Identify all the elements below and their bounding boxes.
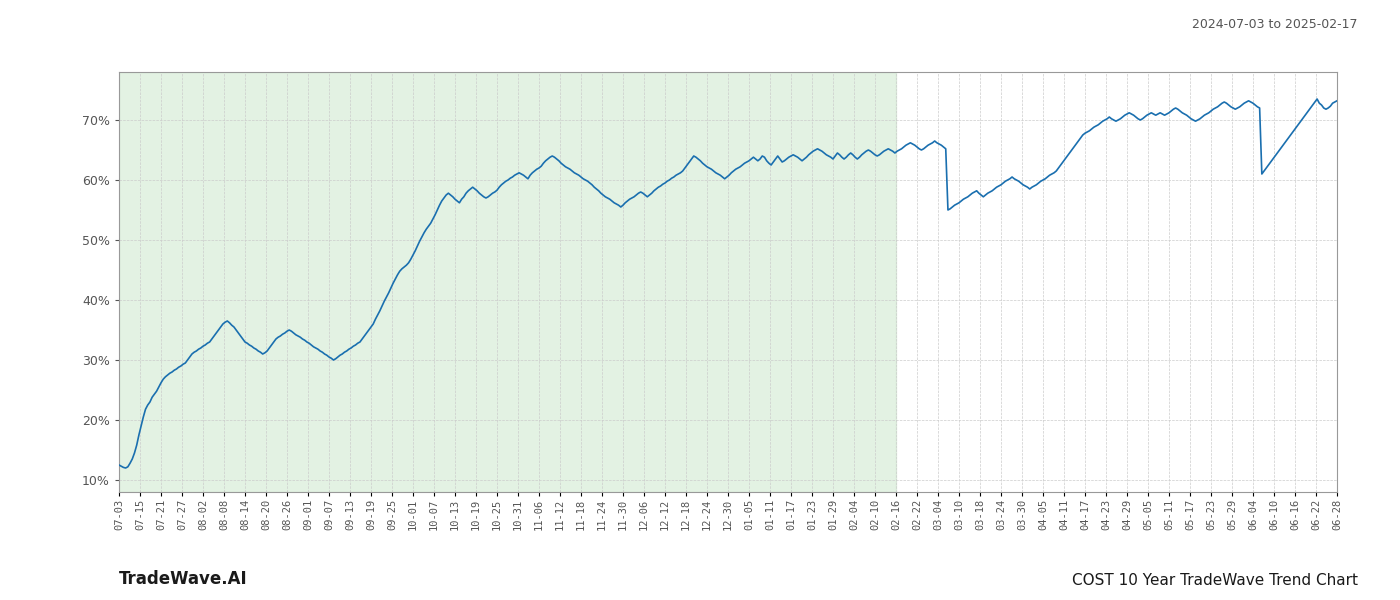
- Bar: [119, 72, 896, 492]
- Text: 2024-07-03 to 2025-02-17: 2024-07-03 to 2025-02-17: [1193, 18, 1358, 31]
- Text: TradeWave.AI: TradeWave.AI: [119, 570, 248, 588]
- Text: COST 10 Year TradeWave Trend Chart: COST 10 Year TradeWave Trend Chart: [1072, 573, 1358, 588]
